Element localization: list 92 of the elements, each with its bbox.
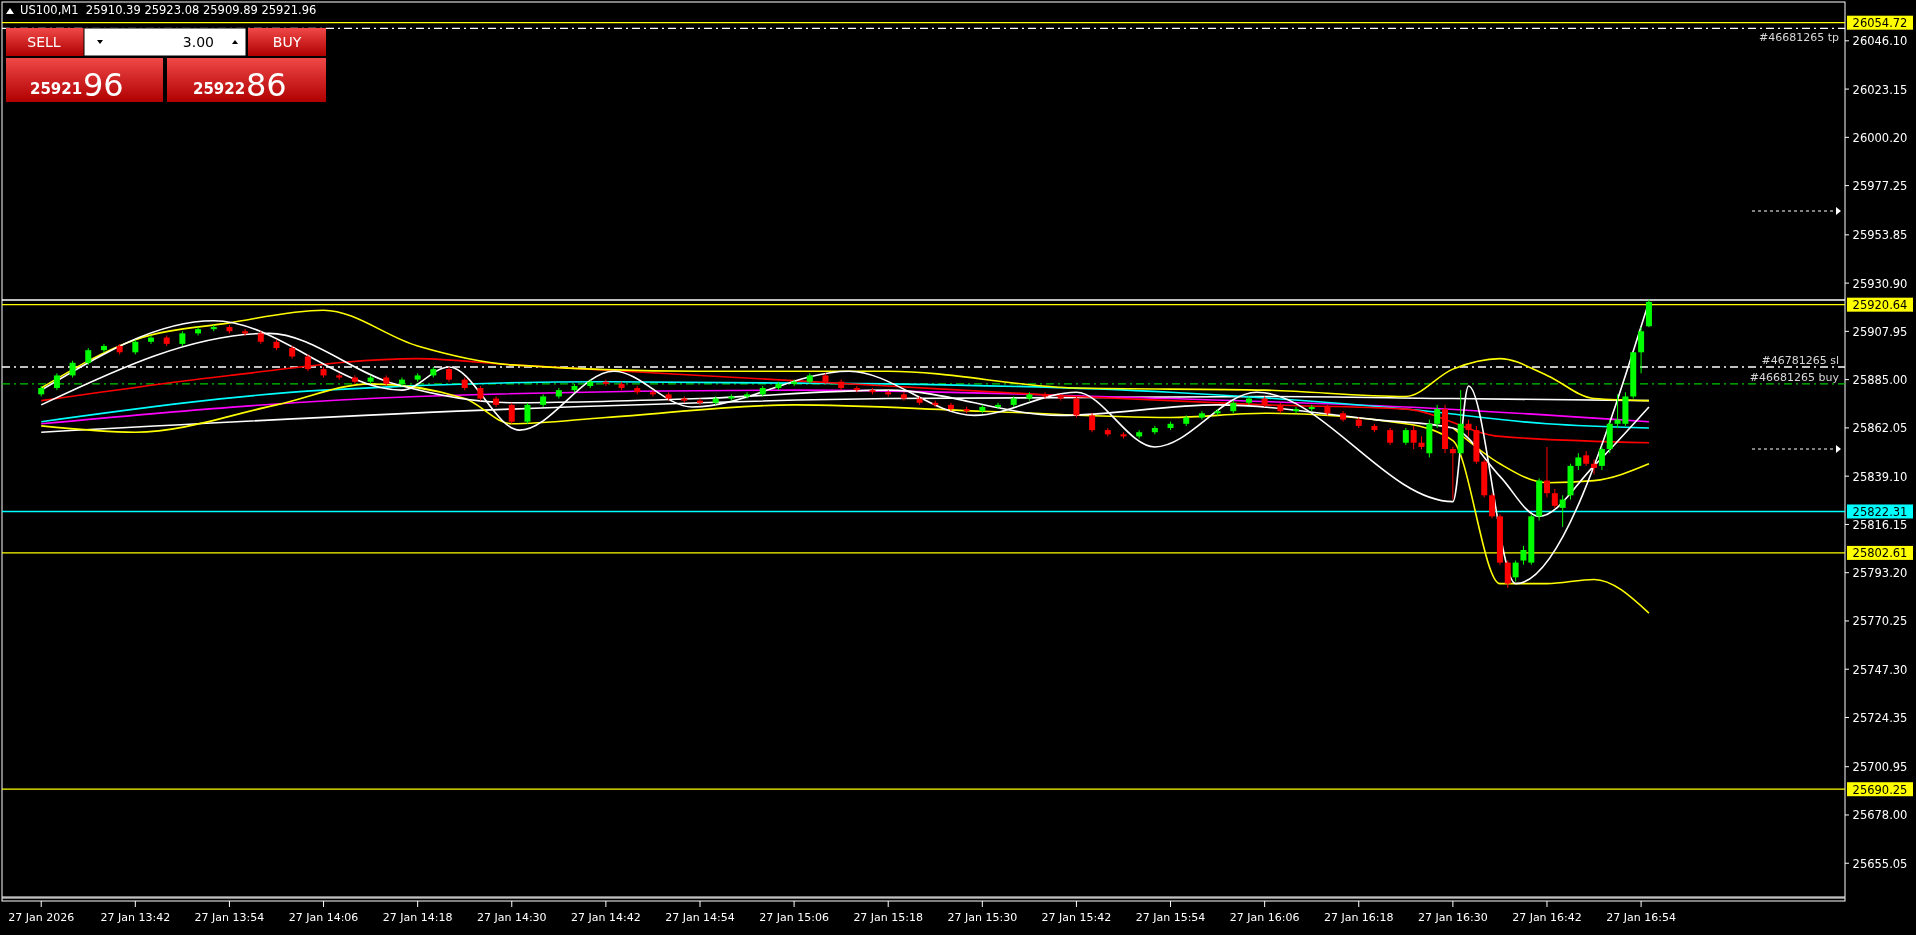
annotation: 96: [83, 66, 124, 104]
candlestick: [1551, 488, 1558, 509]
annotation: SELL: [27, 34, 61, 50]
y-tick-label: 25977.25: [1852, 179, 1908, 194]
x-tick-label: 27 Jan 15:54: [1135, 911, 1206, 924]
candlestick: [649, 389, 656, 397]
y-tick-label: 25747.30: [1852, 662, 1908, 677]
y-tick-label: 26023.15: [1852, 82, 1908, 97]
candlestick: [1089, 412, 1096, 433]
x-tick-label: 27 Jan 15:30: [947, 911, 1018, 924]
candlestick: [1434, 404, 1441, 429]
candlestick: [1151, 425, 1158, 435]
ref-line-label: 25690.25: [1852, 782, 1908, 797]
x-tick-label: 27 Jan 14:18: [382, 911, 453, 924]
candlestick: [744, 391, 751, 400]
y-tick-label: 25724.35: [1852, 711, 1908, 725]
ref-line-label: 25802.61: [1852, 546, 1908, 561]
candlestick: [493, 395, 500, 408]
chart-title: US100,M1 25910.39 25923.08 25909.89 25921.96: [20, 3, 317, 17]
y-tick-label: 26046.10: [1852, 34, 1908, 49]
candlestick: [1512, 560, 1519, 583]
candlestick: [524, 402, 531, 425]
candlestick: [1504, 560, 1511, 589]
x-tick-label: 27 Jan 2026: [8, 911, 75, 924]
candlestick: [1598, 446, 1605, 471]
x-tick-label: 27 Jan 15:06: [759, 911, 829, 924]
candlestick: [1042, 391, 1049, 400]
candlestick: [900, 391, 907, 402]
y-tick-label: 25678.00: [1852, 808, 1908, 823]
candlestick: [242, 328, 249, 336]
annotation: 86: [246, 66, 287, 104]
candlestick: [100, 343, 107, 353]
ref-line-label: 25920.64: [1852, 298, 1908, 313]
ref-line-label: #46681265 buy: [1749, 370, 1840, 384]
ref-line-label: 25822.31: [1852, 504, 1908, 519]
y-tick-label: 25953.85: [1852, 228, 1908, 243]
annotation: 25922: [193, 80, 246, 98]
candlestick: [1559, 494, 1566, 528]
y-tick-label: 25839.10: [1852, 469, 1908, 484]
y-tick-label: 25700.95: [1852, 760, 1908, 775]
x-tick-label: 27 Jan 14:06: [288, 911, 359, 924]
x-tick-label: 27 Jan 16:54: [1606, 911, 1676, 924]
candlestick: [1245, 395, 1252, 406]
candlestick: [1293, 406, 1300, 414]
y-tick-label: 25793.20: [1852, 566, 1908, 581]
candlestick: [1073, 395, 1080, 418]
x-tick-label: 27 Jan 14:30: [476, 911, 547, 924]
candlestick: [947, 402, 954, 412]
candlestick: [1520, 545, 1527, 566]
x-tick-label: 27 Jan 16:06: [1229, 911, 1300, 924]
candlestick: [791, 379, 798, 387]
y-tick-label: 25907.95: [1852, 324, 1908, 339]
candlestick: [1449, 446, 1456, 501]
ref-line-label: 26054.72: [1852, 16, 1908, 31]
candlestick: [195, 326, 202, 336]
annotation: 25921: [30, 80, 83, 98]
x-tick-label: 27 Jan 14:54: [665, 911, 735, 924]
candlestick: [696, 398, 703, 406]
candlestick: [1489, 492, 1496, 519]
candlestick: [1638, 326, 1645, 374]
y-tick-label: 25816.15: [1852, 517, 1908, 532]
y-tick-label: 26000.20: [1852, 130, 1908, 145]
ref-line-label: #46781265 sl: [1761, 354, 1839, 368]
y-tick-label: 25930.90: [1852, 276, 1908, 291]
line-series: [40, 389, 1650, 425]
annotation: 3.00: [182, 34, 214, 50]
candlestick: [508, 402, 515, 425]
candlestick: [602, 379, 609, 387]
candlestick: [1591, 459, 1598, 475]
ref-line-label: #46681265 tp: [1759, 31, 1840, 45]
candlestick: [1198, 410, 1205, 421]
candlestick: [1543, 446, 1550, 498]
line-series: [40, 309, 1650, 402]
y-tick-label: 25862.05: [1852, 421, 1908, 436]
x-tick-label: 27 Jan 16:42: [1512, 911, 1582, 924]
x-tick-label: 27 Jan 13:42: [100, 911, 171, 924]
x-tick-label: 27 Jan 14:42: [571, 911, 641, 924]
candlestick: [398, 377, 405, 387]
candlestick: [1410, 425, 1417, 450]
candlestick: [995, 402, 1001, 410]
x-tick-label: 27 Jan 15:18: [853, 911, 924, 924]
x-tick-label: 27 Jan 16:18: [1323, 911, 1394, 924]
line-series: [40, 380, 1650, 429]
candlestick: [148, 334, 155, 345]
y-tick-label: 25770.25: [1852, 614, 1908, 629]
x-tick-label: 27 Jan 13:54: [194, 911, 265, 924]
x-tick-label: 27 Jan 16:30: [1418, 911, 1488, 924]
candlestick: [351, 374, 358, 385]
y-tick-label: 25655.05: [1852, 856, 1908, 871]
annotation: BUY: [272, 34, 302, 50]
x-tick-label: 27 Jan 15:42: [1041, 911, 1112, 924]
y-tick-label: 25885.00: [1852, 373, 1908, 388]
